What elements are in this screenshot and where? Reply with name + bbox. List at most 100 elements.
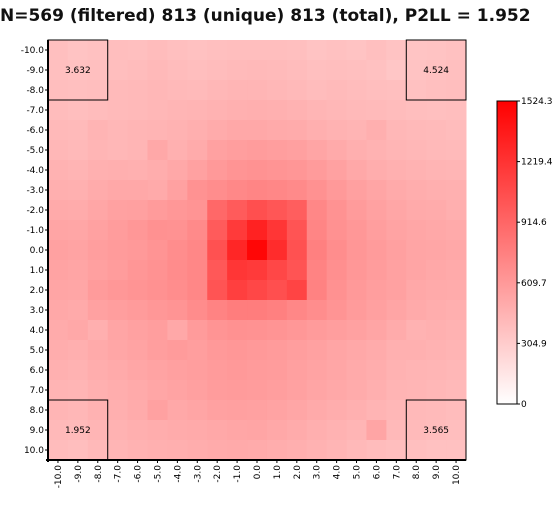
heatmap-cell xyxy=(386,300,407,321)
heatmap-cell xyxy=(446,120,467,141)
heatmap-cell xyxy=(286,240,308,261)
heatmap-cell xyxy=(147,280,168,301)
heatmap-cell xyxy=(107,420,129,441)
heatmap-cell xyxy=(107,160,129,181)
y-tick-label: 6.0 xyxy=(30,366,45,376)
heatmap-cell xyxy=(167,100,188,121)
heatmap-cell xyxy=(247,320,268,341)
heatmap-cell xyxy=(167,420,188,441)
heatmap-cell xyxy=(306,420,328,441)
heatmap-cell xyxy=(127,140,149,161)
heatmap-cell xyxy=(87,300,109,321)
heatmap-cell xyxy=(167,340,188,361)
heatmap-cell xyxy=(386,200,407,221)
heatmap-cell xyxy=(326,120,348,141)
heatmap-cell xyxy=(306,140,328,161)
heatmap-cell xyxy=(306,240,328,261)
heatmap-cell xyxy=(167,160,188,181)
heatmap-cell xyxy=(406,300,427,321)
heatmap-cell xyxy=(227,400,248,421)
y-tick-label: -2.0 xyxy=(26,206,44,216)
heatmap-cell xyxy=(366,60,387,81)
heatmap-cell xyxy=(346,440,367,461)
heatmap-cell xyxy=(87,220,109,241)
heatmap-cell xyxy=(366,440,387,461)
heatmap-cell xyxy=(167,200,188,221)
heatmap-cell xyxy=(107,60,129,81)
heatmap-cell xyxy=(346,100,367,121)
heatmap-cell xyxy=(346,240,367,261)
heatmap-cell xyxy=(366,160,387,181)
heatmap-cell xyxy=(366,360,387,381)
heatmap-cell xyxy=(227,100,248,121)
y-tick-label: 2.0 xyxy=(30,286,45,296)
heatmap-cell xyxy=(147,220,168,241)
heatmap-cell xyxy=(426,140,447,161)
heatmap-cell xyxy=(207,140,228,161)
x-tick-label: -8.0 xyxy=(94,465,104,483)
heatmap-cell xyxy=(107,340,129,361)
heatmap-cell xyxy=(207,120,228,141)
heatmap-cell xyxy=(67,140,89,161)
heatmap-cell xyxy=(67,60,89,81)
y-tick-label: -7.0 xyxy=(26,106,44,116)
heatmap-cell xyxy=(426,160,447,181)
heatmap-cell xyxy=(167,380,188,401)
heatmap-cell xyxy=(107,400,129,421)
heatmap-cell xyxy=(227,340,248,361)
heatmap-cell xyxy=(147,240,168,261)
heatmap-cell xyxy=(48,120,69,141)
heatmap-cell xyxy=(366,420,387,441)
heatmap-cell xyxy=(48,160,69,181)
heatmap-cell xyxy=(227,140,248,161)
heatmap-cell xyxy=(406,200,427,221)
heatmap-cell xyxy=(147,440,168,461)
heatmap-cell xyxy=(147,380,168,401)
heatmap-cell xyxy=(227,180,248,201)
heatmap-cell xyxy=(426,420,447,441)
heatmap-cell xyxy=(167,320,188,341)
heatmap-cell xyxy=(426,120,447,141)
heatmap-cell xyxy=(426,380,447,401)
heatmap-cell xyxy=(67,80,89,101)
heatmap-cell xyxy=(167,220,188,241)
heatmap-cell xyxy=(346,320,367,341)
heatmap-cell xyxy=(266,100,288,121)
heatmap-cell xyxy=(67,160,89,181)
heatmap-cell xyxy=(386,240,407,261)
heatmap-cell xyxy=(107,320,129,341)
colorbar-tick-label: 0 xyxy=(521,400,527,410)
heatmap-cell xyxy=(446,80,467,101)
y-tick-label: 1.0 xyxy=(30,266,45,276)
heatmap-cell xyxy=(227,40,248,61)
heatmap-cell xyxy=(87,440,109,461)
heatmap-cell xyxy=(286,340,308,361)
heatmap-cell xyxy=(127,400,149,421)
heatmap-cell xyxy=(187,240,208,261)
heatmap-cell xyxy=(227,220,248,241)
x-tick-label: 6.0 xyxy=(372,465,382,480)
heatmap-cell xyxy=(366,120,387,141)
heatmap-cell xyxy=(227,300,248,321)
heatmap-cell xyxy=(326,320,348,341)
heatmap-cell xyxy=(286,380,308,401)
heatmap-cell xyxy=(207,240,228,261)
heatmap-cell xyxy=(306,160,328,181)
heatmap-cell xyxy=(406,280,427,301)
heatmap-cell xyxy=(67,400,89,421)
colorbar-tick-label: 304.9 xyxy=(521,339,547,349)
heatmap-cell xyxy=(386,140,407,161)
heatmap-cell xyxy=(346,200,367,221)
heatmap-cell xyxy=(187,340,208,361)
heatmap-cell xyxy=(326,220,348,241)
heatmap-cell xyxy=(266,200,288,221)
heatmap-cell xyxy=(187,100,208,121)
x-tick-label: 10.0 xyxy=(452,465,462,485)
heatmap-cell xyxy=(286,120,308,141)
heatmap-cell xyxy=(266,420,288,441)
heatmap-cell xyxy=(67,380,89,401)
heatmap-cell xyxy=(346,380,367,401)
heatmap-cell xyxy=(107,280,129,301)
heatmap-cell xyxy=(187,400,208,421)
